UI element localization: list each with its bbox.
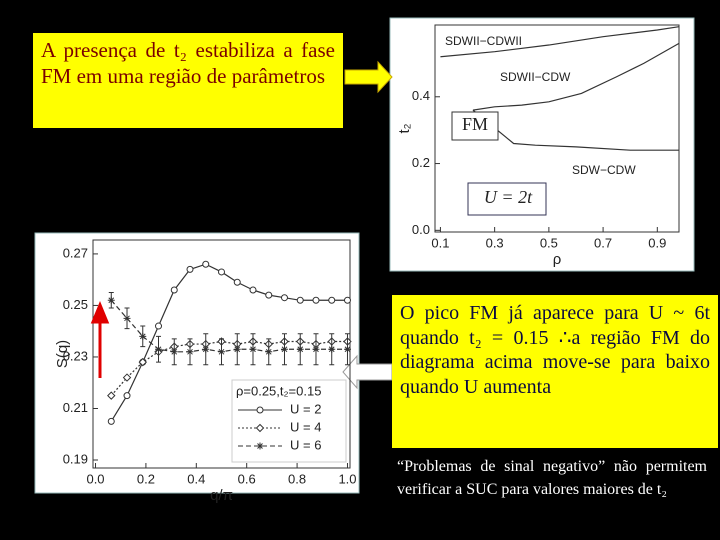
y-tick-label: 0.0 — [412, 222, 430, 237]
marker — [280, 294, 288, 302]
marker — [312, 345, 320, 353]
series-line — [440, 26, 680, 58]
series-line — [110, 340, 348, 397]
marker — [343, 345, 351, 353]
x-tick-label: 0.9 — [648, 235, 666, 250]
marker — [296, 345, 304, 353]
marker — [296, 296, 304, 304]
y-tick-label: 0.19 — [63, 451, 88, 466]
series-line — [110, 299, 348, 353]
legend — [231, 379, 347, 463]
marker — [202, 345, 210, 353]
region-box — [467, 182, 547, 216]
marker — [265, 348, 273, 356]
y-axis-label: t₂ — [396, 123, 413, 133]
marker — [107, 296, 115, 304]
marker — [233, 278, 241, 286]
series-line — [110, 263, 348, 422]
marker — [107, 391, 116, 400]
x-tick-label: 0.6 — [238, 471, 256, 486]
marker — [107, 417, 115, 425]
legend-label: U = 2 — [290, 401, 321, 416]
x-axis-label: ρ — [553, 251, 562, 268]
marker — [218, 268, 225, 276]
legend-label: U = 4 — [290, 419, 321, 434]
marker — [256, 442, 264, 450]
marker — [170, 286, 178, 294]
note: “Problemas de sinal negativo” não permit… — [397, 458, 707, 498]
marker — [170, 348, 178, 356]
plot-frame — [92, 239, 351, 469]
legend-title: ρ=0.25,t₂=0.15 — [236, 383, 321, 398]
plot-frame — [434, 24, 680, 233]
region-label: SDWII−CDWII — [445, 34, 522, 48]
marker — [328, 296, 336, 304]
marker — [328, 345, 336, 353]
marker — [280, 345, 288, 353]
marker — [233, 345, 241, 353]
x-tick-label: 0.7 — [594, 235, 612, 250]
marker — [312, 296, 320, 304]
marker — [202, 260, 210, 268]
callout-top: A presença de t₂ estabiliza a fase FM em… — [33, 33, 343, 128]
arrow-right — [344, 60, 393, 94]
x-tick-label: 0.5 — [540, 235, 558, 250]
region-label: U = 2t — [484, 187, 533, 207]
marker — [155, 322, 163, 330]
marker — [249, 345, 257, 353]
x-tick-label: 0.0 — [86, 471, 104, 486]
y-tick-label: 0.4 — [412, 88, 430, 103]
region-box — [451, 111, 499, 141]
x-tick-label: 0.4 — [187, 471, 205, 486]
marker — [249, 286, 257, 294]
marker — [255, 423, 265, 433]
x-tick-label: 0.8 — [288, 471, 306, 486]
y-tick-label: 0.27 — [63, 245, 88, 260]
marker — [265, 291, 273, 299]
region-label: FM — [462, 114, 488, 134]
y-tick-label: 0.23 — [63, 348, 88, 363]
region-label: SDWII−CDW — [500, 70, 571, 84]
marker — [256, 406, 264, 414]
y-tick-label: 0.2 — [412, 155, 430, 170]
y-tick-label: 0.21 — [63, 400, 88, 415]
marker — [186, 265, 194, 273]
x-tick-label: 1.0 — [338, 471, 356, 486]
region-label: SDW−CDW — [572, 163, 636, 177]
marker — [122, 373, 132, 382]
x-tick-label: 0.1 — [431, 235, 449, 250]
marker — [123, 392, 131, 400]
marker — [138, 357, 147, 367]
marker — [343, 296, 351, 304]
x-tick-label: 0.2 — [137, 471, 155, 486]
callout-right: O pico FM já aparece para U ~ 6t quando … — [392, 295, 718, 448]
y-axis-label: S(q) — [54, 340, 71, 368]
x-axis-label: q/π — [210, 487, 233, 504]
marker — [123, 314, 131, 322]
legend-label: U = 6 — [290, 437, 321, 452]
marker — [186, 348, 194, 356]
phase-diagram-panel — [389, 17, 695, 272]
y-tick-label: 0.25 — [63, 297, 88, 312]
series-line — [472, 42, 680, 111]
marker — [218, 348, 225, 356]
highlight-arrow — [90, 301, 110, 378]
marker — [155, 345, 163, 353]
x-tick-label: 0.3 — [486, 235, 504, 250]
marker — [139, 332, 147, 340]
